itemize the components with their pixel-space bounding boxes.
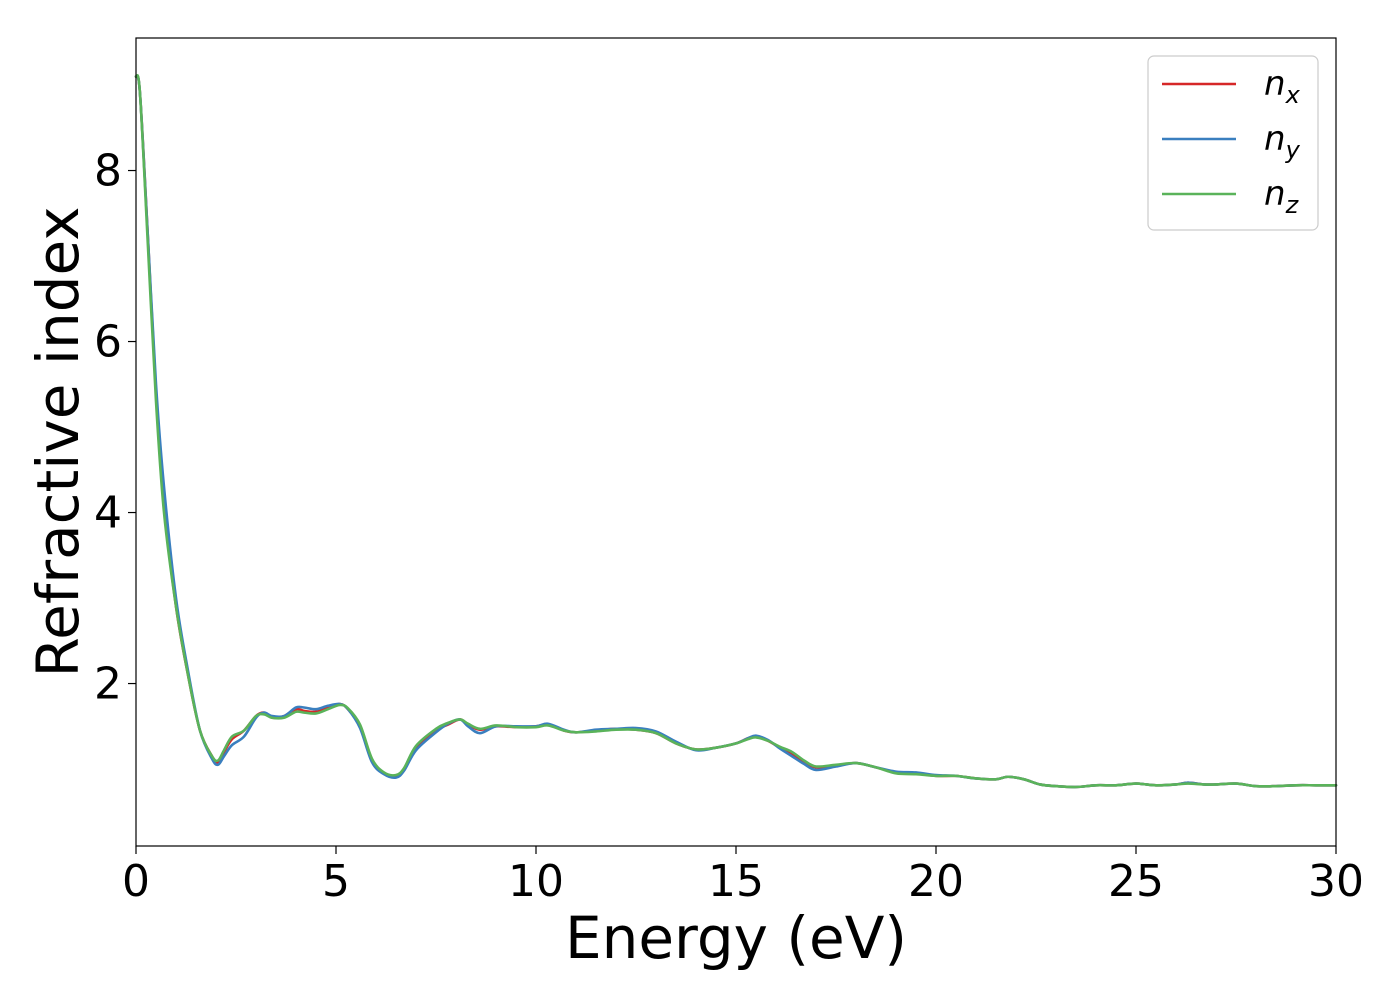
series-group [134, 74, 1338, 789]
x-tick-label: 0 [122, 856, 150, 907]
x-tick-label: 5 [322, 856, 350, 907]
x-tick-label: 30 [1308, 856, 1364, 907]
x-tick-label: 10 [508, 856, 564, 907]
legend-label-subscript: z [1285, 191, 1300, 219]
plot-area [136, 38, 1336, 846]
legend-label-base: n [1264, 64, 1286, 104]
legend-label-base: n [1264, 119, 1286, 159]
x-tick-label: 20 [908, 856, 964, 907]
y-axis-label: Refractive index [24, 206, 92, 677]
x-tick-label: 25 [1108, 856, 1164, 907]
legend-label-nx: nx [1264, 64, 1301, 109]
legend-label-ny: ny [1264, 119, 1301, 164]
y-tick-label: 4 [94, 488, 122, 539]
legend-label-subscript: y [1285, 136, 1301, 164]
legend-label-base: n [1264, 174, 1286, 214]
legend-label-subscript: x [1285, 81, 1301, 109]
x-axis-label: Energy (eV) [565, 904, 907, 972]
legend-label-nz: nz [1264, 174, 1300, 219]
legend-box [1147, 55, 1319, 231]
x-axis-ticks: 0 5 10 15 20 25 30 [122, 846, 1364, 907]
y-tick-label: 6 [94, 317, 122, 368]
series-line-nz [134, 74, 1338, 789]
x-tick-label: 15 [708, 856, 764, 907]
y-axis-ticks: 2 4 6 8 [94, 146, 136, 710]
y-tick-label: 8 [94, 146, 122, 197]
y-tick-label: 2 [94, 659, 122, 710]
